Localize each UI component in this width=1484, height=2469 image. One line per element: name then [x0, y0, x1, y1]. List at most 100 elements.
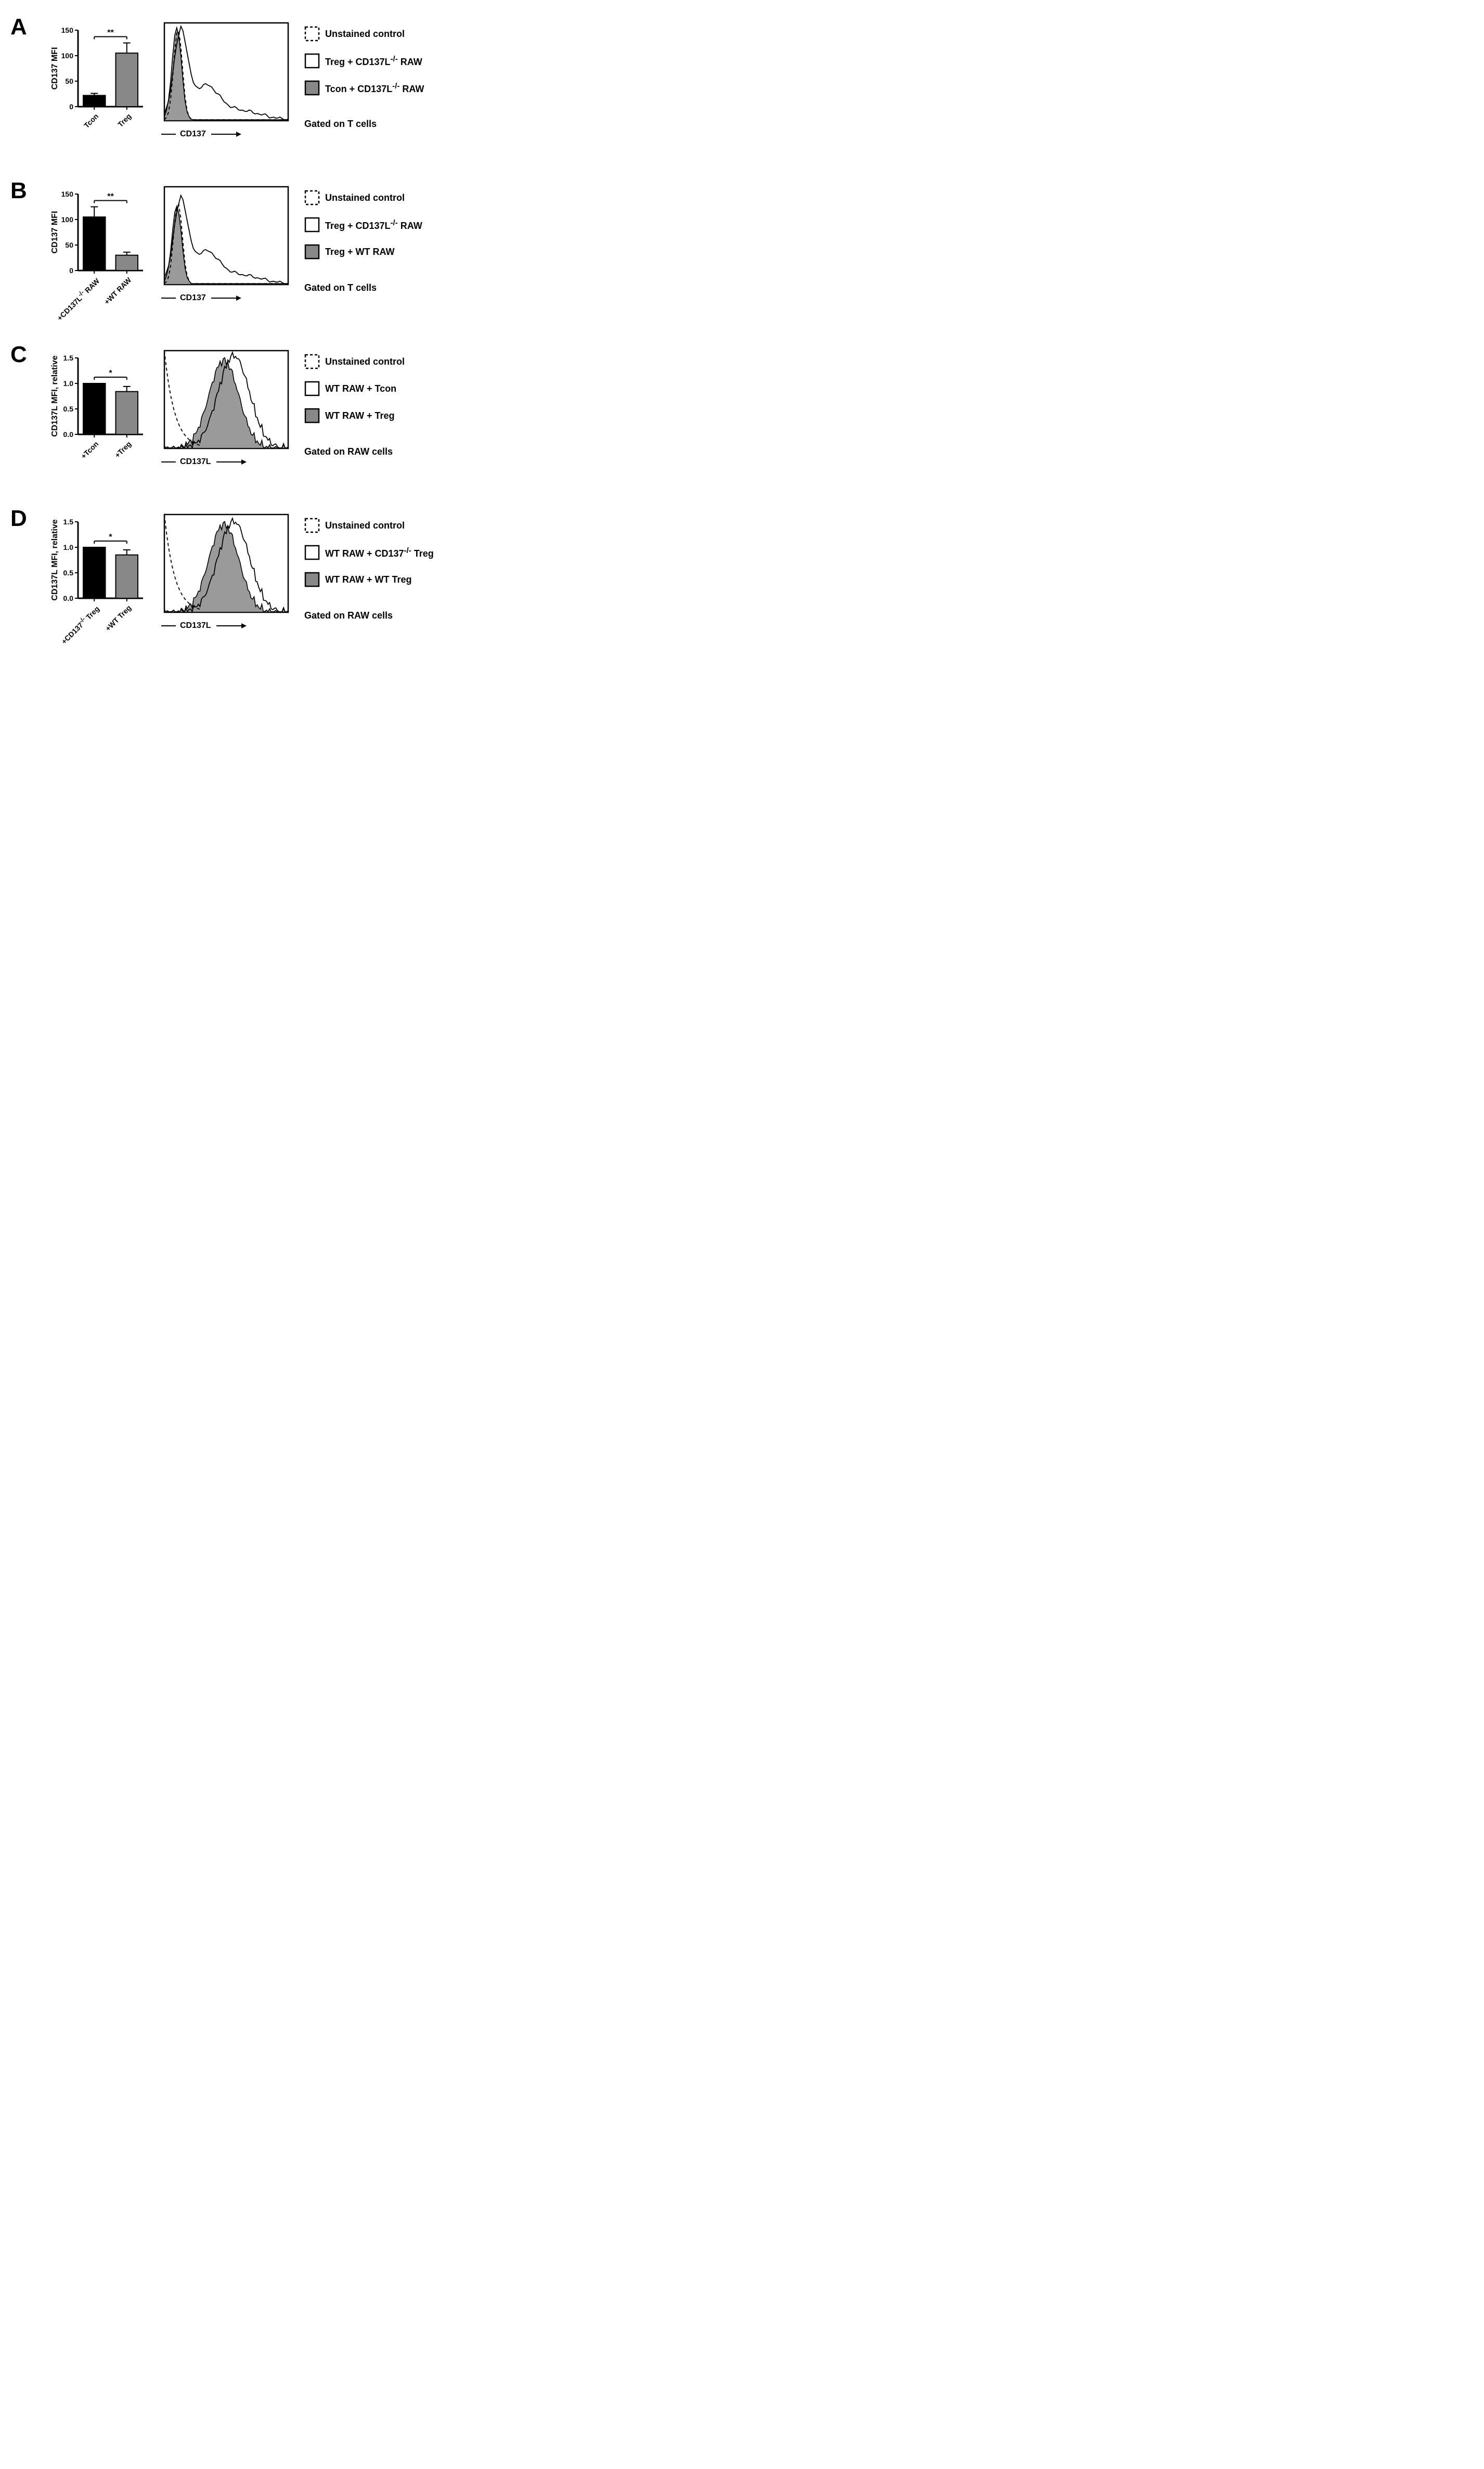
legend: Unstained control Treg + CD137L-/- RAW Tre… — [304, 190, 422, 260]
legend-label: WT RAW + Treg — [325, 410, 395, 421]
bar-chart-wrap: 050100150CD137 MFI**TconTreg — [49, 16, 148, 153]
legend-label: WT RAW + WT Treg — [325, 574, 412, 585]
legend-swatch — [304, 244, 320, 260]
panel-B: B050100150CD137 MFI**+CD137L-/- RAW+WT R… — [10, 179, 510, 317]
legend-label: Treg + CD137L-/- RAW — [325, 218, 422, 232]
legend-label: Unstained control — [325, 356, 405, 367]
svg-text:150: 150 — [61, 190, 74, 198]
svg-text:**: ** — [107, 192, 114, 201]
legend-swatch — [304, 408, 320, 423]
legend-label: Unstained control — [325, 520, 405, 531]
histogram-wrap: CD137 — [161, 20, 291, 139]
svg-text:CD137 MFI: CD137 MFI — [50, 47, 59, 90]
svg-text:0: 0 — [69, 102, 73, 111]
svg-text:100: 100 — [61, 215, 74, 224]
bar-chart-wrap: 050100150CD137 MFI**+CD137L-/- RAW+WT RA… — [49, 179, 148, 317]
hist-axis-row: CD137 — [161, 130, 291, 139]
histogram-wrap: CD137 — [161, 184, 291, 303]
legend-item: WT RAW + Tcon — [304, 381, 405, 396]
histogram — [161, 20, 291, 124]
legend-swatch — [304, 545, 320, 560]
histogram — [161, 511, 291, 615]
histogram-wrap: CD137L — [161, 511, 291, 631]
legend-item: Tcon + CD137L-/- RAW — [304, 80, 424, 96]
legend-swatch — [304, 26, 320, 42]
histogram — [161, 348, 291, 452]
svg-text:CD137L MFI, relative: CD137L MFI, relative — [50, 355, 59, 436]
legend-item: Treg + WT RAW — [304, 244, 422, 260]
gate-label: Gated on T cells — [304, 113, 424, 130]
legend-item: Unstained control — [304, 190, 422, 205]
bar-chart: 0.0 0.5 1.0 1.5 CD137L MFI, relative * — [49, 343, 148, 479]
hist-axis-label: CD137L — [180, 457, 211, 467]
legend-item: WT RAW + Treg — [304, 408, 405, 423]
svg-text:CD137L MFI, relative: CD137L MFI, relative — [50, 519, 59, 600]
legend-swatch — [304, 381, 320, 396]
legend-label: Tcon + CD137L-/- RAW — [325, 82, 424, 95]
legend-swatch — [304, 354, 320, 369]
panel-label: B — [10, 179, 36, 202]
hist-axis-label: CD137 — [180, 130, 206, 139]
legend-swatch — [304, 80, 320, 96]
bar-chart-wrap: 0.00.51.01.5CD137L MFI, relative*+CD137-… — [49, 507, 148, 645]
svg-text:0: 0 — [69, 266, 73, 275]
legend: Unstained control WT RAW + Tcon WT RAW + T… — [304, 354, 405, 423]
legend-item: Treg + CD137L-/- RAW — [304, 217, 422, 233]
svg-text:0.0: 0.0 — [63, 594, 74, 602]
histogram — [161, 184, 291, 288]
gate-label: Gated on T cells — [304, 277, 422, 293]
panel-C: C0.00.51.01.5CD137L MFI, relative*+Tcon+… — [10, 343, 510, 481]
panel-D: D0.00.51.01.5CD137L MFI, relative*+CD137… — [10, 507, 510, 645]
bar-chart-wrap: 0.00.51.01.5CD137L MFI, relative*+Tcon+T… — [49, 343, 148, 481]
svg-text:1.0: 1.0 — [63, 543, 74, 551]
legend-item: Treg + CD137L-/- RAW — [304, 53, 424, 69]
svg-text:*: * — [109, 533, 112, 542]
svg-text:**: ** — [107, 29, 114, 37]
svg-text:CD137 MFI: CD137 MFI — [50, 211, 59, 254]
hist-axis-row: CD137L — [161, 621, 291, 631]
legend: Unstained control WT RAW + CD137-/- Treg W… — [304, 518, 434, 587]
gate-label: Gated on RAW cells — [304, 605, 434, 621]
svg-text:1.5: 1.5 — [63, 354, 74, 362]
panel-label: A — [10, 16, 36, 38]
svg-text:0.5: 0.5 — [63, 569, 74, 577]
hist-axis-label: CD137 — [180, 293, 206, 303]
svg-text:100: 100 — [61, 52, 74, 60]
panel-label: C — [10, 343, 36, 366]
svg-text:*: * — [109, 369, 112, 378]
legend-swatch — [304, 572, 320, 587]
legend-item: WT RAW + WT Treg — [304, 572, 434, 587]
legend-swatch — [304, 190, 320, 205]
panel-label: D — [10, 507, 36, 530]
hist-axis-row: CD137L — [161, 457, 291, 467]
legend-label: WT RAW + Tcon — [325, 383, 396, 394]
panel-A: A050100150CD137 MFI**TconTregCD137Unstai… — [10, 16, 510, 153]
bar-chart: 0 50 100 150 CD137 MFI ** — [49, 16, 148, 151]
legend-label: Treg + CD137L-/- RAW — [325, 55, 422, 68]
svg-text:1.0: 1.0 — [63, 379, 74, 388]
hist-axis-row: CD137 — [161, 293, 291, 303]
legend-item: Unstained control — [304, 518, 434, 533]
legend-item: Unstained control — [304, 354, 405, 369]
panel-right: Unstained control Treg + CD137L-/- RAW Tco… — [304, 16, 424, 130]
svg-text:150: 150 — [61, 26, 74, 34]
legend-label: WT RAW + CD137-/- Treg — [325, 546, 434, 559]
legend-swatch — [304, 518, 320, 533]
legend-item: WT RAW + CD137-/- Treg — [304, 545, 434, 560]
legend: Unstained control Treg + CD137L-/- RAW Tco… — [304, 26, 424, 96]
legend-label: Unstained control — [325, 29, 405, 40]
svg-text:1.5: 1.5 — [63, 518, 74, 526]
gate-label: Gated on RAW cells — [304, 441, 405, 457]
panel-right: Unstained control Treg + CD137L-/- RAW Tre… — [304, 179, 422, 293]
legend-swatch — [304, 53, 320, 69]
legend-label: Treg + WT RAW — [325, 247, 395, 258]
histogram-wrap: CD137L — [161, 348, 291, 467]
legend-item: Unstained control — [304, 26, 424, 42]
svg-text:50: 50 — [65, 77, 73, 85]
hist-axis-label: CD137L — [180, 621, 211, 631]
svg-text:50: 50 — [65, 241, 73, 249]
legend-label: Unstained control — [325, 192, 405, 203]
svg-text:0.0: 0.0 — [63, 430, 74, 439]
svg-text:0.5: 0.5 — [63, 405, 74, 413]
panel-right: Unstained control WT RAW + CD137-/- Treg W… — [304, 507, 434, 621]
